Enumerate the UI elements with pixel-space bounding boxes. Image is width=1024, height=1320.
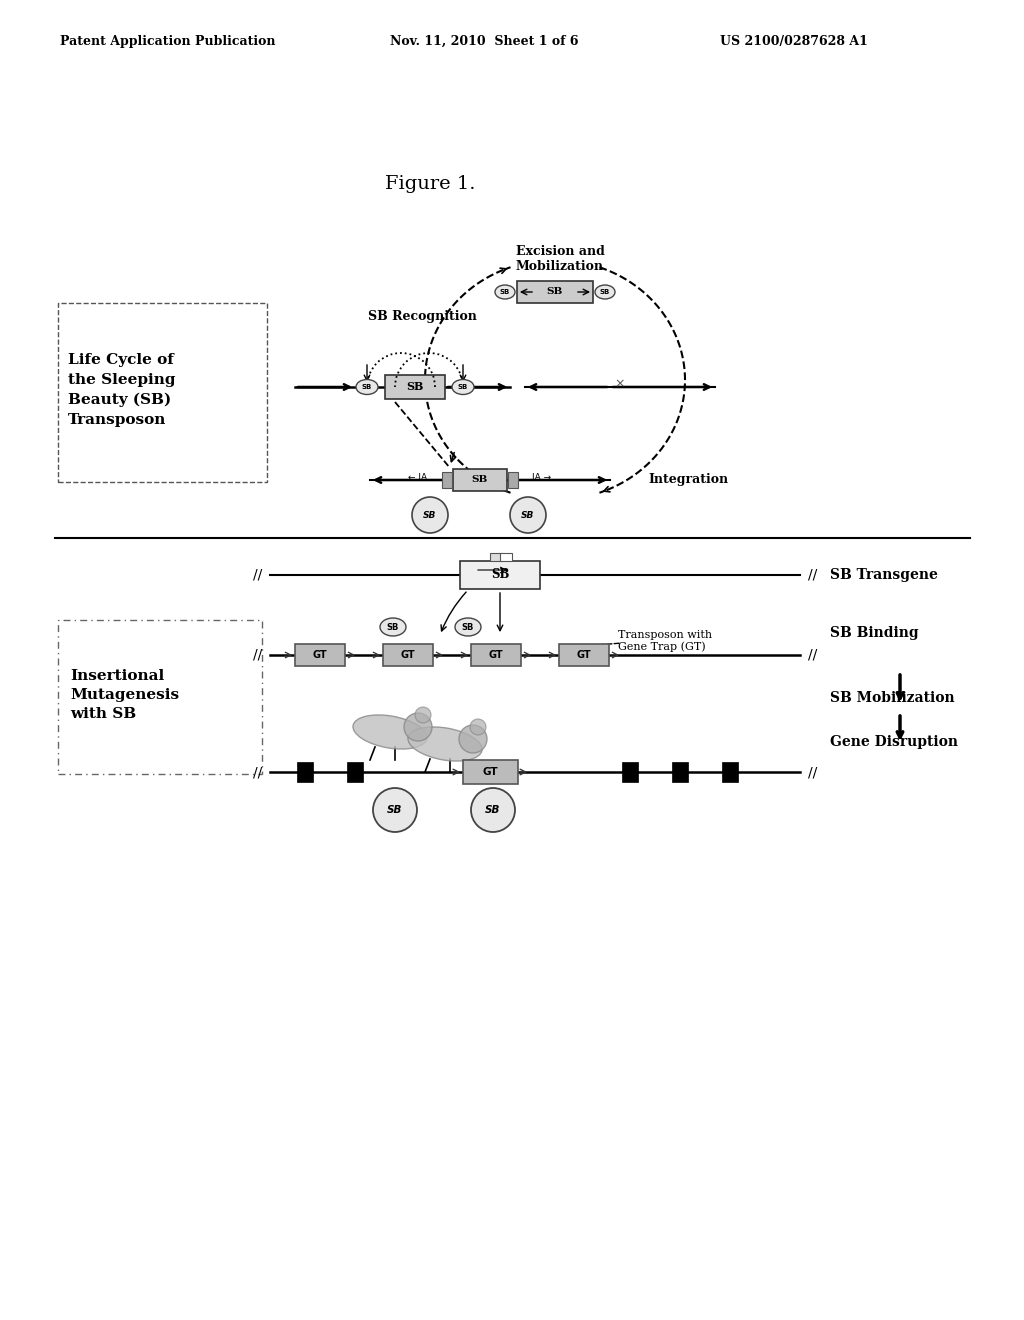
- Text: SB Mobilization: SB Mobilization: [830, 690, 954, 705]
- Text: Transposon with
Gene Trap (GT): Transposon with Gene Trap (GT): [618, 630, 712, 652]
- Text: SB: SB: [423, 511, 436, 520]
- Text: SB: SB: [490, 569, 509, 582]
- Bar: [383, 644, 433, 667]
- Ellipse shape: [356, 380, 378, 395]
- Bar: [471, 644, 521, 667]
- Bar: [672, 762, 688, 781]
- Bar: [490, 553, 502, 561]
- Circle shape: [459, 725, 487, 752]
- Text: ← IA: ← IA: [409, 474, 428, 483]
- Text: SB: SB: [407, 381, 424, 392]
- Text: //: //: [253, 766, 262, 779]
- Text: US 2100/0287628 A1: US 2100/0287628 A1: [720, 36, 868, 48]
- Bar: [622, 762, 638, 781]
- Bar: [463, 760, 517, 784]
- Text: SB: SB: [458, 384, 468, 389]
- Ellipse shape: [380, 618, 406, 636]
- Text: GT: GT: [312, 649, 328, 660]
- Bar: [460, 561, 540, 589]
- Text: SB: SB: [462, 623, 474, 631]
- Text: Life Cycle of
the Sleeping
Beauty (SB)
Transposon: Life Cycle of the Sleeping Beauty (SB) T…: [68, 354, 175, 426]
- Circle shape: [415, 708, 431, 723]
- Text: SB: SB: [387, 623, 399, 631]
- Text: Figure 1.: Figure 1.: [385, 176, 475, 193]
- FancyBboxPatch shape: [58, 304, 267, 482]
- Bar: [385, 375, 445, 399]
- Bar: [297, 762, 313, 781]
- Bar: [453, 469, 507, 491]
- Text: GT: GT: [482, 767, 498, 777]
- Text: ×: ×: [614, 378, 626, 391]
- Text: Excision and
Mobilization: Excision and Mobilization: [515, 246, 604, 273]
- Bar: [347, 762, 362, 781]
- Bar: [295, 644, 345, 667]
- Text: Insertional
Mutagenesis
with SB: Insertional Mutagenesis with SB: [70, 668, 179, 722]
- Text: //: //: [808, 766, 817, 779]
- Text: SB: SB: [472, 475, 488, 484]
- Ellipse shape: [408, 727, 482, 762]
- Text: SB: SB: [485, 805, 501, 814]
- Text: SB Binding: SB Binding: [830, 626, 919, 640]
- Ellipse shape: [455, 618, 481, 636]
- Text: IA →: IA →: [532, 474, 552, 483]
- Text: SB: SB: [500, 289, 510, 294]
- Text: Patent Application Publication: Patent Application Publication: [60, 36, 275, 48]
- Text: GT: GT: [577, 649, 591, 660]
- Text: SB Transgene: SB Transgene: [830, 568, 938, 582]
- Bar: [500, 553, 512, 561]
- Circle shape: [412, 498, 449, 533]
- Bar: [559, 644, 609, 667]
- Text: SB: SB: [600, 289, 610, 294]
- Text: //: //: [253, 648, 262, 663]
- Ellipse shape: [353, 715, 427, 748]
- Text: Gene Disruption: Gene Disruption: [830, 735, 958, 748]
- Circle shape: [373, 788, 417, 832]
- Circle shape: [404, 713, 432, 741]
- Text: SB: SB: [521, 511, 535, 520]
- Text: //: //: [808, 568, 817, 582]
- Ellipse shape: [495, 285, 515, 300]
- Text: SB: SB: [361, 384, 372, 389]
- Text: Integration: Integration: [648, 474, 728, 487]
- Text: GT: GT: [400, 649, 416, 660]
- Text: SB: SB: [387, 805, 402, 814]
- Circle shape: [471, 788, 515, 832]
- Ellipse shape: [452, 380, 474, 395]
- Bar: [508, 473, 518, 488]
- Bar: [722, 762, 738, 781]
- Text: Nov. 11, 2010  Sheet 1 of 6: Nov. 11, 2010 Sheet 1 of 6: [390, 36, 579, 48]
- Bar: [517, 281, 593, 304]
- Text: SB Recognition: SB Recognition: [368, 310, 477, 323]
- Text: //: //: [808, 648, 817, 663]
- FancyBboxPatch shape: [58, 620, 262, 774]
- Text: SB: SB: [547, 288, 563, 297]
- Circle shape: [470, 719, 486, 735]
- Bar: [442, 473, 452, 488]
- Circle shape: [510, 498, 546, 533]
- Ellipse shape: [595, 285, 615, 300]
- Text: //: //: [253, 568, 262, 582]
- Text: GT: GT: [488, 649, 504, 660]
